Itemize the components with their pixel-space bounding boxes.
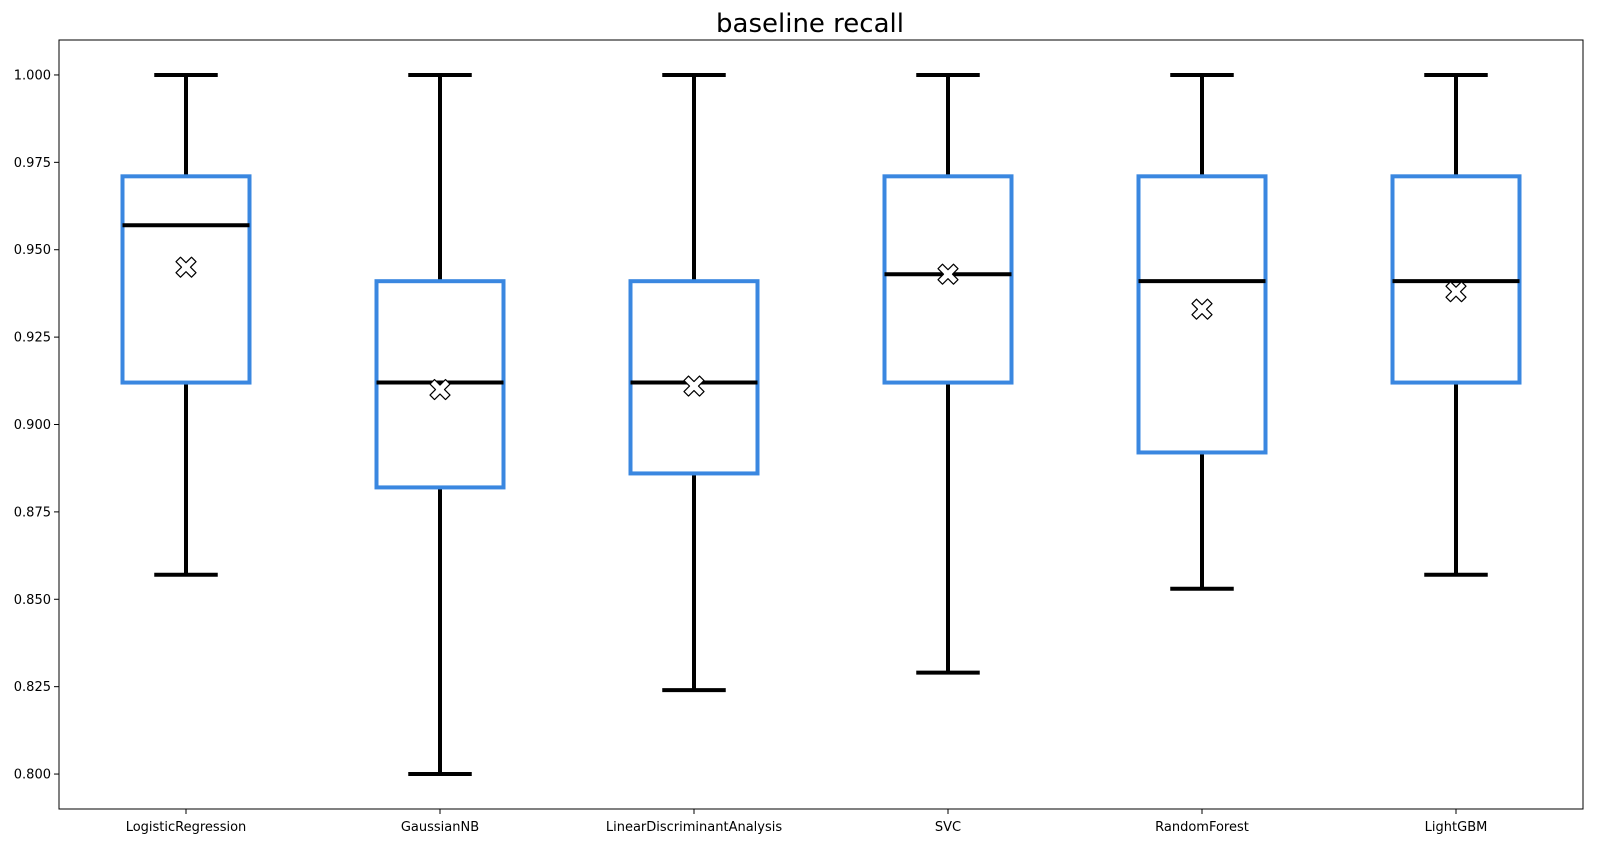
mean-marker — [1445, 281, 1467, 303]
y-tick-label: 0.800 — [14, 768, 51, 783]
x-tick-label: LinearDiscriminantAnalysis — [606, 820, 783, 835]
mean-marker — [937, 263, 959, 285]
y-tick-label: 0.925 — [14, 331, 51, 346]
y-tick-label: 0.975 — [14, 156, 51, 171]
y-axis: 0.800 0.825 0.850 0.875 0.900 0.925 0.950 0.975… — [14, 68, 59, 783]
y-tick-label: 0.850 — [14, 593, 51, 608]
plot-frame — [58, 39, 1584, 810]
box-body — [120, 174, 252, 385]
x-tick-label: LogisticRegression — [126, 820, 247, 835]
x-tick-label: RandomForest — [1155, 820, 1249, 835]
box-body — [1136, 174, 1268, 455]
box-series — [120, 72, 1522, 777]
y-tick-label: 1.000 — [14, 68, 51, 83]
x-tick-label: LightGBM — [1425, 820, 1488, 835]
mean-marker — [1191, 298, 1213, 320]
y-tick-label: 0.825 — [14, 680, 51, 695]
box-body — [628, 279, 760, 476]
box-svc — [882, 72, 1014, 675]
mean-marker — [683, 375, 705, 397]
y-tick-label: 0.900 — [14, 418, 51, 433]
chart-title: baseline recall — [716, 9, 904, 39]
y-tick-label: 0.875 — [14, 505, 51, 520]
x-tick-label: SVC — [935, 820, 961, 835]
box-lineardiscriminantanalysis — [628, 72, 760, 693]
y-tick-label: 0.950 — [14, 243, 51, 258]
box-lightgbm — [1390, 72, 1522, 577]
box-gaussiannb — [374, 72, 506, 777]
x-tick-label: GaussianNB — [401, 820, 479, 835]
mean-marker — [175, 256, 197, 278]
x-axis: LogisticRegression GaussianNB LinearDiscri… — [126, 809, 1488, 835]
box-logisticregression — [120, 72, 252, 577]
box-randomforest — [1136, 72, 1268, 591]
box-body — [882, 174, 1014, 385]
mean-marker — [429, 378, 451, 401]
